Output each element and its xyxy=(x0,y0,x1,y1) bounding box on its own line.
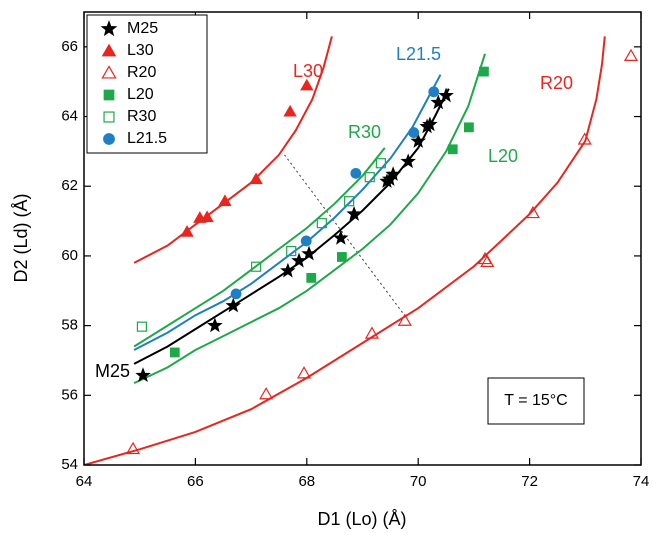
square-marker xyxy=(286,245,297,257)
triangle-marker xyxy=(300,78,314,91)
square-marker xyxy=(344,196,355,207)
star-marker xyxy=(135,367,151,383)
curve-label: L20 xyxy=(488,146,518,166)
y-axis-title: D2 (Ld) (Å) xyxy=(11,193,31,282)
circle-marker xyxy=(408,127,420,138)
legend-label: L21.5 xyxy=(127,130,167,147)
square-marker xyxy=(103,89,115,101)
x-axis-title: D1 (Lo) (Å) xyxy=(317,509,406,529)
y-tick-label: 54 xyxy=(61,456,78,473)
triangle-marker xyxy=(364,326,380,339)
square-marker xyxy=(479,66,489,77)
triangle-marker xyxy=(218,194,232,207)
y-tick-label: 62 xyxy=(61,177,78,194)
circle-marker xyxy=(300,235,312,247)
triangle-marker xyxy=(259,387,274,400)
x-tick-label: 72 xyxy=(521,473,538,490)
star-marker xyxy=(422,116,438,132)
triangle-marker xyxy=(283,104,297,117)
star-marker xyxy=(280,262,296,278)
y-tick-label: 66 xyxy=(61,38,78,55)
legend-label: L20 xyxy=(127,86,154,103)
y-tick-label: 58 xyxy=(61,317,78,334)
circle-marker xyxy=(103,133,115,145)
plot-area xyxy=(84,36,639,465)
legend-label: L30 xyxy=(127,42,154,59)
fit-curve xyxy=(133,147,386,348)
circle-marker xyxy=(350,167,362,179)
square-marker xyxy=(463,122,474,133)
square-marker xyxy=(306,272,317,283)
square-marker xyxy=(447,144,458,155)
star-marker xyxy=(400,153,416,169)
annotation: T = 15°C xyxy=(504,392,567,409)
annotation-box xyxy=(487,377,585,425)
star-marker xyxy=(100,20,118,37)
legend-label: R20 xyxy=(127,64,156,81)
x-tick-label: 74 xyxy=(633,473,650,490)
square-marker xyxy=(169,347,180,358)
x-tick-label: 70 xyxy=(410,473,427,490)
star-marker xyxy=(346,205,362,221)
fit-curve xyxy=(133,53,486,385)
square-marker xyxy=(136,321,148,332)
square-marker xyxy=(316,218,327,229)
triangle-marker xyxy=(249,172,263,185)
legend-label: R30 xyxy=(127,108,156,125)
legend-label: M25 xyxy=(127,20,158,37)
triangle-marker xyxy=(296,366,312,379)
square-marker xyxy=(375,158,386,169)
star-marker xyxy=(301,245,317,261)
curve-label: L30 xyxy=(293,61,323,81)
triangle-marker xyxy=(200,210,214,223)
triangle-marker xyxy=(101,65,117,79)
triangle-marker xyxy=(623,48,639,62)
square-marker xyxy=(336,252,347,262)
triangle-marker xyxy=(577,132,592,145)
square-marker xyxy=(364,172,375,183)
x-tick-label: 68 xyxy=(298,473,315,490)
plot-frame xyxy=(83,11,642,466)
star-marker xyxy=(291,252,307,268)
legend-box xyxy=(86,14,208,154)
guide-line xyxy=(284,154,408,319)
star-marker xyxy=(207,317,223,333)
star-marker xyxy=(438,87,454,103)
curve-label: R30 xyxy=(348,122,381,142)
star-marker xyxy=(410,133,426,148)
y-tick-label: 64 xyxy=(61,108,78,125)
triangle-marker xyxy=(525,205,540,219)
square-marker xyxy=(251,261,262,272)
curve-label: M25 xyxy=(95,361,130,381)
y-tick-label: 60 xyxy=(61,247,78,264)
triangle-marker xyxy=(180,225,194,237)
circle-marker xyxy=(230,288,242,300)
triangle-marker xyxy=(101,43,117,57)
x-tick-label: 64 xyxy=(76,473,93,490)
curve-label: R20 xyxy=(540,73,573,93)
y-tick-label: 56 xyxy=(61,386,78,403)
square-marker xyxy=(103,111,115,123)
circle-marker xyxy=(428,86,440,98)
fit-curve xyxy=(84,36,606,465)
star-marker xyxy=(225,297,241,313)
star-marker xyxy=(333,230,349,245)
curve-label: L21.5 xyxy=(396,44,441,64)
triangle-marker xyxy=(125,441,141,455)
triangle-marker xyxy=(397,313,412,326)
legend: M25 L30 R20 L20 R30 L21.5 xyxy=(86,14,208,154)
triangle-marker xyxy=(480,254,495,267)
x-tick-label: 66 xyxy=(187,473,204,490)
star-marker xyxy=(385,166,401,181)
